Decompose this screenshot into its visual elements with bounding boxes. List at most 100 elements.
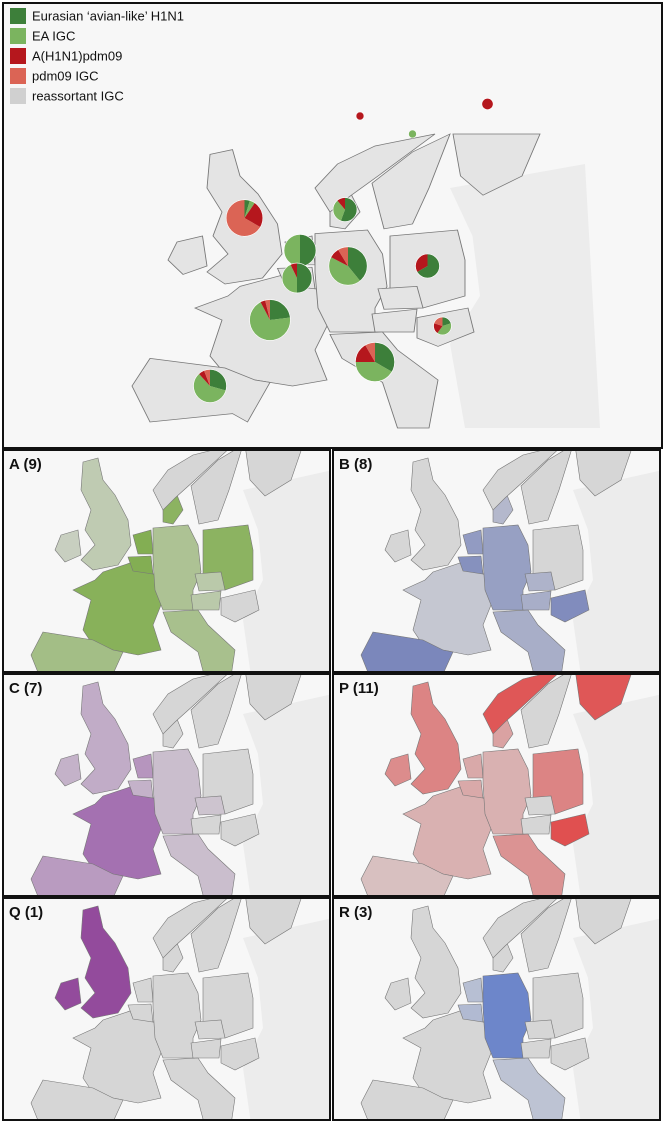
pie <box>249 299 291 341</box>
panel-label: B (8) <box>339 456 372 473</box>
panel-label: C (7) <box>9 680 42 697</box>
country <box>482 898 559 959</box>
pie-slice <box>337 197 345 210</box>
panel-label: P (11) <box>339 680 379 697</box>
pie <box>332 197 358 222</box>
country <box>360 855 454 896</box>
legend-label: reassortant IGC <box>32 88 124 103</box>
pie-slice <box>226 199 261 237</box>
country <box>575 898 632 945</box>
country <box>360 1079 454 1120</box>
pie-outline <box>415 253 440 279</box>
country <box>194 1019 226 1040</box>
panel-frame <box>2 897 331 1121</box>
country <box>371 133 451 230</box>
country <box>162 609 236 672</box>
country <box>54 753 82 787</box>
legend-label: Eurasian ‘avian-like’ H1N1 <box>32 8 184 23</box>
country <box>524 795 556 816</box>
pie-outline <box>193 369 227 403</box>
panel-frame <box>2 673 331 897</box>
pie-slice <box>348 246 368 281</box>
country <box>524 1019 556 1040</box>
country <box>492 833 566 896</box>
country <box>520 1038 552 1059</box>
pie-slice <box>265 299 270 320</box>
overview-map <box>3 3 662 448</box>
land-east <box>243 694 330 896</box>
country <box>410 457 462 571</box>
map-body <box>3 674 330 896</box>
pie-slice <box>433 317 443 326</box>
pie-slice <box>244 200 255 218</box>
country <box>194 571 226 592</box>
region-map: A (9) <box>2 449 331 673</box>
country <box>190 898 242 973</box>
country <box>190 814 222 835</box>
country <box>457 1003 484 1023</box>
map-body <box>333 898 660 1120</box>
country <box>54 529 82 563</box>
country <box>482 674 559 735</box>
region-map: R (3) <box>332 897 661 1121</box>
panel-frame <box>332 673 661 897</box>
map-body <box>333 450 660 672</box>
pie <box>225 199 264 237</box>
legend-label: EA IGC <box>32 28 75 43</box>
country <box>457 779 484 799</box>
pie <box>415 253 440 279</box>
land-east <box>573 470 660 672</box>
country <box>127 1003 154 1023</box>
land-east <box>573 918 660 1120</box>
pie-slice <box>340 197 357 222</box>
country <box>520 450 572 525</box>
country <box>575 674 632 721</box>
country <box>220 589 260 623</box>
country <box>384 753 412 787</box>
panel-frame <box>332 449 661 673</box>
pie <box>328 246 368 286</box>
pie-slice <box>408 130 417 138</box>
pie-slice <box>365 342 375 362</box>
pie-slice <box>437 323 452 335</box>
country <box>220 813 260 847</box>
country <box>162 1057 236 1120</box>
map-body <box>333 674 660 896</box>
panel-frame <box>332 897 661 1121</box>
country <box>550 1037 590 1071</box>
country <box>410 905 462 1019</box>
pie-outline <box>332 197 358 222</box>
region-map: Q (1) <box>2 897 331 1121</box>
pie-slice <box>442 317 452 326</box>
pie-slice <box>244 199 250 218</box>
pie-slice <box>198 370 210 386</box>
pie-outline <box>328 246 368 286</box>
pie-outline <box>433 316 452 336</box>
pie-outline <box>225 199 264 237</box>
country <box>520 898 572 973</box>
country <box>190 674 242 749</box>
pie-slice <box>481 98 494 110</box>
region-map: C (7) <box>2 673 331 897</box>
legend-label: A(H1N1)pdm09 <box>32 48 122 63</box>
pie-slice <box>210 369 227 391</box>
country <box>245 674 302 721</box>
pie-slice <box>282 264 297 293</box>
region-map: B (8) <box>332 449 661 673</box>
country <box>520 814 552 835</box>
pie-slice <box>260 300 270 320</box>
country <box>377 286 424 310</box>
pie-outline <box>281 262 313 294</box>
country <box>30 631 124 672</box>
pie-slice <box>300 234 316 267</box>
pie-slice <box>375 342 395 372</box>
country <box>452 133 541 196</box>
pie-slice <box>249 301 291 341</box>
country <box>245 898 302 945</box>
pie-slice <box>355 362 392 382</box>
country <box>80 681 132 795</box>
country <box>457 555 484 575</box>
pie-slice <box>297 263 312 293</box>
pie-outline <box>355 111 365 121</box>
